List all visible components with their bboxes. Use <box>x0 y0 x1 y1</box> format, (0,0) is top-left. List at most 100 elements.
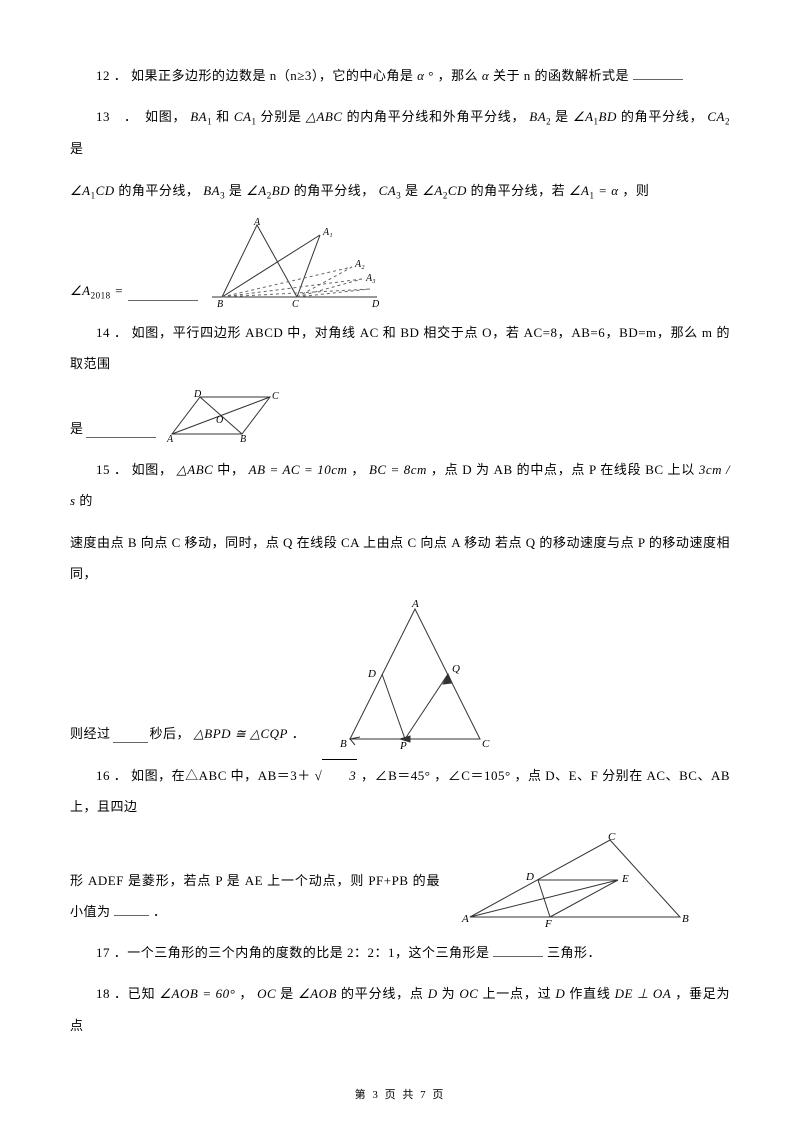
q13-blank <box>128 287 198 301</box>
q16-sqrt: √3 <box>315 768 358 783</box>
q14-txt: 14 ． 如图，平行四边形 ABCD 中，对角线 AC 和 BD 相交于点 O，… <box>70 325 730 371</box>
q13-txt8: 的角平分线，若 <box>471 183 569 198</box>
svg-text:B: B <box>340 738 347 749</box>
svg-text:C: C <box>482 738 490 749</box>
q15-t4: 速度由点 B 向点 C 移动，同时，点 Q 在线段 CA 上由点 C 向点 A … <box>70 535 730 581</box>
svg-text:B: B <box>217 299 223 307</box>
q18-ta: 18 ．已知 <box>96 986 155 1001</box>
q13-ca2: CA2 <box>707 109 730 124</box>
q16-figure: A B C D E F <box>460 832 690 927</box>
svg-text:E: E <box>621 873 629 885</box>
q18-d: D <box>428 986 438 1001</box>
q13-tri: △ABC <box>306 109 343 124</box>
q12-tail: 关于 n 的函数解析式是 <box>493 68 629 83</box>
q13-ang2cd: ∠A2CD <box>422 183 467 198</box>
svg-text:P: P <box>399 740 407 749</box>
question-17: 17 ．一个三角形的三个内角的度数的比是 2：2：1，这个三角形是 三角形． <box>70 937 730 968</box>
svg-text:F: F <box>544 918 552 927</box>
q15-mid: 中， <box>217 462 244 477</box>
q13-ang2bd: ∠A2BD <box>246 183 290 198</box>
q15-blank <box>113 729 148 743</box>
q12-blank <box>633 66 683 80</box>
q13-ba1: BA1 <box>190 109 212 124</box>
q18-de: DE ⊥ OA <box>615 986 672 1001</box>
question-16-line1: 16 ． 如图，在△ABC 中，AB＝3＋ √3 ，∠B＝45° ，∠C＝105… <box>70 759 730 822</box>
q13-ba3: BA3 <box>203 183 225 198</box>
q15-ab: AB = AC = 10cm <box>249 462 348 477</box>
q13-txt2: 分别是 <box>261 109 306 124</box>
svg-text:A: A <box>166 434 174 444</box>
q13-ba2: BA2 <box>529 109 551 124</box>
q15-t3: 的 <box>79 493 93 508</box>
question-15-line2: 速度由点 B 向点 C 移动，同时，点 Q 在线段 CA 上由点 C 向点 A … <box>70 527 730 589</box>
page-content: 12 ． 如果正多边形的边数是 n（n≥3），它的中心角是 α ° ，那么 α … <box>70 60 730 1041</box>
q16-t1: 16 ． 如图，在△ABC 中，AB＝3＋ <box>96 768 311 783</box>
question-13-line2: ∠A1CD 的角平分线， BA3 是 ∠A2BD 的角平分线， CA3 是 ∠A… <box>70 175 730 207</box>
q13-txt4: 的角平分线， <box>621 109 703 124</box>
q13-txt1: 13 ． 如图， <box>96 109 186 124</box>
q13-figure: A A₁ A₂ A₃ B C D <box>202 217 382 307</box>
q13-txt3: 的内角平分线和外角平分线， <box>347 109 526 124</box>
q13-txt7: 的角平分线， <box>294 183 375 198</box>
svg-text:A: A <box>461 913 469 925</box>
q15-t2: ，点 D 为 AB 的中点，点 P 在线段 BC 上以 <box>431 462 699 477</box>
q13-is2: 是 <box>229 183 246 198</box>
q17-ta: 17 ．一个三角形的三个内角的度数的比是 2：2：1，这个三角形是 <box>96 945 490 960</box>
svg-text:A₃: A₃ <box>365 273 376 284</box>
q18-oc2: OC <box>459 986 478 1001</box>
svg-text:B: B <box>682 913 689 925</box>
q13-ang1cd: ∠A1CD <box>70 183 115 198</box>
page-footer: 第 3 页 共 7 页 <box>0 1086 800 1102</box>
q13-is3: 是 <box>405 183 422 198</box>
q13-ca3: CA3 <box>379 183 402 198</box>
q14-blank <box>86 424 156 438</box>
svg-text:D: D <box>525 871 534 883</box>
q17-blank <box>493 943 543 957</box>
q18-c1: ， <box>239 986 253 1001</box>
q14-prefix: 是 <box>70 413 84 444</box>
svg-text:Q: Q <box>452 663 460 675</box>
svg-text:D: D <box>193 389 202 400</box>
svg-text:C: C <box>608 832 616 843</box>
q18-d2: D <box>555 986 565 1001</box>
q15-t5: 则经过 <box>70 718 111 749</box>
svg-text:D: D <box>367 668 376 680</box>
question-12: 12 ． 如果正多边形的边数是 n（n≥3），它的中心角是 α ° ，那么 α … <box>70 60 730 91</box>
q16-blank <box>114 902 149 916</box>
q12-alpha: α <box>417 68 424 83</box>
q15-figure: A B C D P Q <box>320 599 510 749</box>
svg-text:B: B <box>240 434 246 444</box>
svg-text:C: C <box>272 391 279 402</box>
q18-aob: ∠AOB = 60° <box>159 986 235 1001</box>
q15-c1: ， <box>351 462 365 477</box>
svg-text:A₂: A₂ <box>354 259 365 270</box>
q18-oc: OC <box>257 986 276 1001</box>
svg-text:O: O <box>216 415 223 426</box>
q13-and: 和 <box>216 109 230 124</box>
q13-is1: 是 <box>555 109 573 124</box>
question-13-line1: 13 ． 如图， BA1 和 CA1 分别是 △ABC 的内角平分线和外角平分线… <box>70 101 730 164</box>
q14-figure: A B C D O <box>162 389 282 444</box>
q18-for: 为 <box>442 986 460 1001</box>
q15-tri: △ABC <box>177 462 214 477</box>
q18-tb: 的平分线，点 <box>341 986 428 1001</box>
svg-text:D: D <box>371 299 380 307</box>
q15-t6: 秒后， △BPD ≅ △CQP ． <box>150 718 306 749</box>
q18-is: 是 <box>280 986 298 1001</box>
q16-t3: 形 ADEF 是菱形，若点 P 是 AE 上一个动点，则 PF+PB 的最小值为… <box>70 865 440 927</box>
q13-txt5: 是 <box>70 141 84 156</box>
q12-deg: ° ，那么 <box>428 68 478 83</box>
q13-a2018: ∠A2018 = <box>70 275 124 307</box>
question-15-line1: 15 ． 如图， △ABC 中， AB = AC = 10cm ， BC = 8… <box>70 454 730 516</box>
svg-text:A: A <box>411 599 419 610</box>
question-14-line2: 是 A B C D O <box>70 389 730 444</box>
q18-aob2: ∠AOB <box>298 986 337 1001</box>
q13-angeq: ∠A1 = α <box>569 183 619 198</box>
question-18: 18 ．已知 ∠AOB = 60° ， OC 是 ∠AOB 的平分线，点 D 为… <box>70 978 730 1040</box>
question-13-line3: ∠A2018 = A A₁ A₂ <box>70 217 730 307</box>
q13-txt6: 的角平分线， <box>118 183 199 198</box>
q18-td: 作直线 <box>569 986 614 1001</box>
question-16-line2: 形 ADEF 是菱形，若点 P 是 AE 上一个动点，则 PF+PB 的最小值为… <box>70 832 730 927</box>
q15-t1: 15 ． 如图， <box>96 462 173 477</box>
q17-tb: 三角形． <box>547 945 601 960</box>
